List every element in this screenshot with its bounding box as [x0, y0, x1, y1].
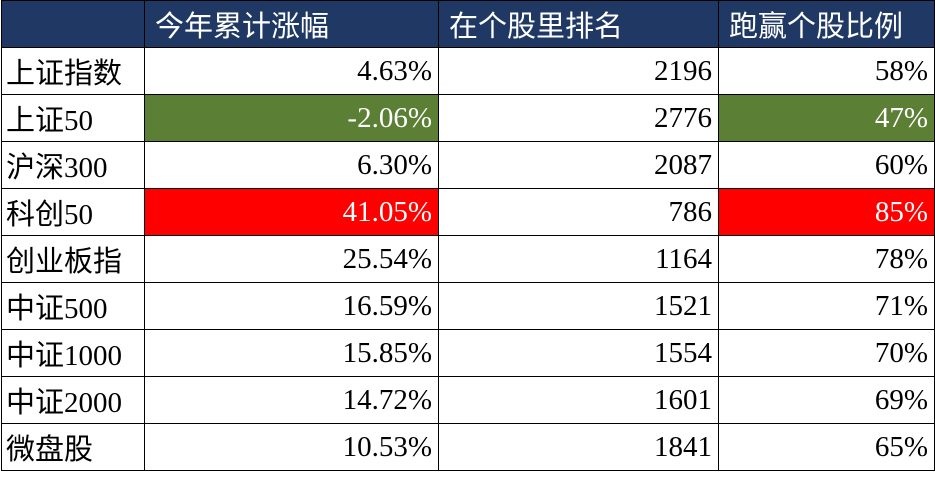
table-row: 上证指数 4.63% 2196 58% — [1, 47, 935, 95]
row-label: 微盘股 — [1, 423, 145, 471]
value-cell: 6.30% — [144, 141, 439, 189]
row-label: 创业板指 — [1, 235, 145, 283]
value-cell: 2087 — [438, 141, 719, 189]
value-cell: 1601 — [438, 376, 719, 424]
value-cell: 15.85% — [144, 329, 439, 377]
value-cell: 41.05% — [144, 188, 439, 236]
row-label: 上证50 — [1, 94, 145, 142]
header-cell: 跑赢个股比例 — [718, 0, 935, 48]
value-cell: 71% — [718, 282, 935, 330]
value-cell: 2196 — [438, 47, 719, 95]
table-row: 科创50 41.05% 786 85% — [1, 188, 935, 236]
row-label: 沪深300 — [1, 141, 145, 189]
value-cell: -2.06% — [144, 94, 439, 142]
value-cell: 25.54% — [144, 235, 439, 283]
value-cell: 1521 — [438, 282, 719, 330]
data-table: 今年累计涨幅 在个股里排名 跑赢个股比例 上证指数 4.63% 2196 58% 上证50-… — [1, 0, 935, 471]
row-label: 科创50 — [1, 188, 145, 236]
value-cell: 10.53% — [144, 423, 439, 471]
value-cell: 16.59% — [144, 282, 439, 330]
row-label: 中证2000 — [1, 376, 145, 424]
value-cell: 1841 — [438, 423, 719, 471]
value-cell: 60% — [718, 141, 935, 189]
value-cell: 1554 — [438, 329, 719, 377]
table-row: 中证2000 14.72% 1601 69% — [1, 376, 935, 424]
value-cell: 47% — [718, 94, 935, 142]
row-label: 上证指数 — [1, 47, 145, 95]
table-row: 上证50 -2.06% 2776 47% — [1, 94, 935, 142]
value-cell: 69% — [718, 376, 935, 424]
header-cell: 今年累计涨幅 — [144, 0, 439, 48]
value-cell: 786 — [438, 188, 719, 236]
header-cell — [1, 0, 145, 48]
value-cell: 70% — [718, 329, 935, 377]
value-cell: 85% — [718, 188, 935, 236]
table-row: 沪深300 6.30% 2087 60% — [1, 141, 935, 189]
row-label: 中证500 — [1, 282, 145, 330]
value-cell: 4.63% — [144, 47, 439, 95]
header-cell: 在个股里排名 — [438, 0, 719, 48]
value-cell: 14.72% — [144, 376, 439, 424]
value-cell: 78% — [718, 235, 935, 283]
table-row: 微盘股 10.53% 1841 65% — [1, 423, 935, 471]
header-row: 今年累计涨幅 在个股里排名 跑赢个股比例 — [1, 0, 935, 48]
table-row: 中证1000 15.85% 1554 70% — [1, 329, 935, 377]
value-cell: 1164 — [438, 235, 719, 283]
row-label: 中证1000 — [1, 329, 145, 377]
value-cell: 58% — [718, 47, 935, 95]
table-row: 中证500 16.59% 1521 71% — [1, 282, 935, 330]
value-cell: 2776 — [438, 94, 719, 142]
table-row: 创业板指 25.54% 1164 78% — [1, 235, 935, 283]
value-cell: 65% — [718, 423, 935, 471]
